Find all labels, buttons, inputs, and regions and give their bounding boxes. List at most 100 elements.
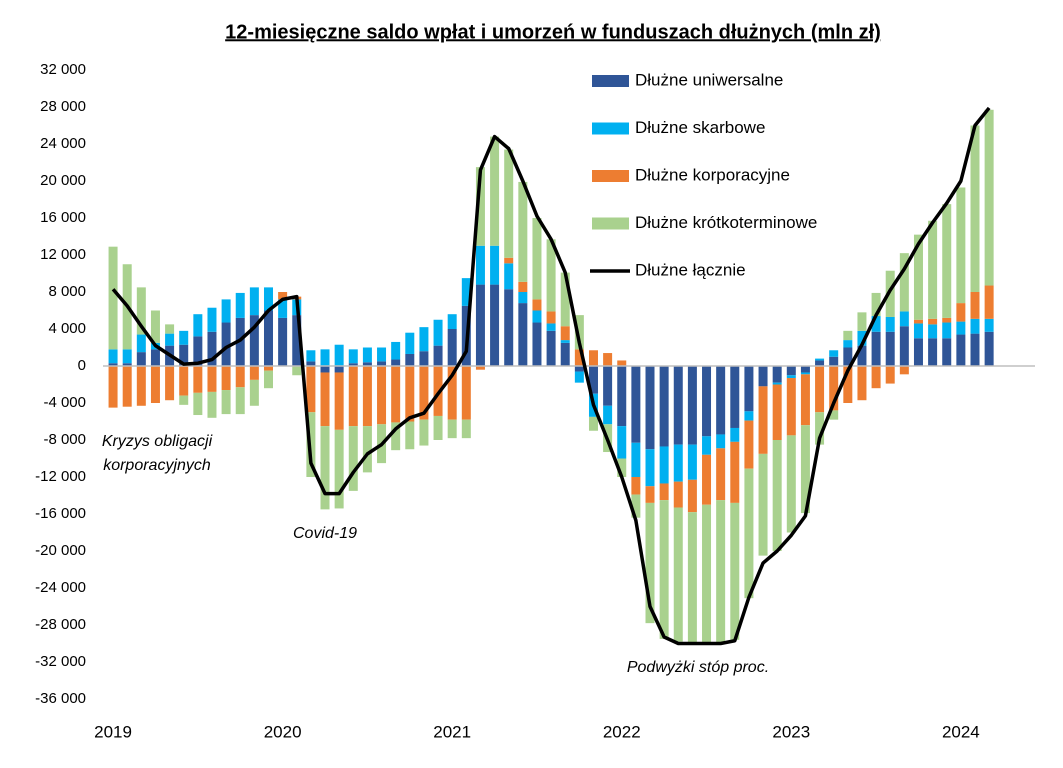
bar	[546, 311, 556, 324]
legend-swatch	[592, 217, 629, 230]
y-tick-label: -12 000	[35, 468, 86, 485]
bar	[546, 330, 556, 366]
bar	[786, 375, 796, 379]
bar	[490, 245, 500, 285]
bar	[574, 366, 584, 372]
bar	[490, 284, 500, 366]
bar	[546, 323, 556, 331]
bar	[108, 366, 118, 408]
bar	[899, 253, 909, 312]
bar	[306, 350, 316, 362]
bar	[546, 239, 556, 312]
bar	[970, 292, 980, 319]
bar	[956, 187, 966, 304]
y-tick-label: 4 000	[48, 320, 86, 337]
bar	[645, 486, 655, 503]
bar	[490, 136, 500, 246]
bar	[659, 483, 669, 501]
bar	[617, 458, 627, 477]
bar	[730, 366, 740, 428]
bar	[348, 349, 358, 364]
bar	[843, 347, 853, 366]
bar	[108, 246, 118, 350]
bar	[885, 316, 895, 332]
bar	[150, 366, 160, 403]
bar	[702, 436, 712, 455]
bar	[405, 421, 415, 450]
bar	[136, 352, 146, 366]
annotation: Covid-19	[293, 525, 357, 542]
bar	[716, 366, 726, 435]
bar	[235, 292, 245, 318]
bar	[362, 362, 372, 366]
bar	[786, 366, 796, 376]
bar	[560, 342, 570, 366]
y-tick-label: 12 000	[40, 246, 86, 263]
x-tick-label: 2020	[264, 722, 302, 741]
bar	[292, 366, 302, 376]
bar	[221, 390, 231, 415]
bar	[603, 405, 613, 425]
bar	[928, 220, 938, 319]
bar	[532, 299, 542, 311]
bar	[235, 366, 245, 388]
bar	[913, 338, 923, 366]
bar	[857, 345, 867, 366]
bar	[447, 329, 457, 366]
bar	[984, 331, 994, 366]
bar	[391, 359, 401, 366]
bar	[278, 317, 288, 366]
bar	[249, 366, 259, 380]
bar	[292, 315, 302, 366]
bar	[928, 324, 938, 339]
bar	[588, 416, 598, 431]
bar	[603, 353, 613, 366]
bar	[913, 234, 923, 320]
bar	[857, 312, 867, 331]
bar	[716, 448, 726, 501]
bar	[207, 366, 217, 392]
legend-label: Dłużne krótkoterminowe	[635, 213, 817, 232]
bar	[829, 350, 839, 357]
bar	[843, 366, 853, 403]
legend-swatch	[592, 170, 629, 182]
bar	[758, 386, 768, 454]
bar	[320, 426, 330, 510]
bar	[645, 366, 655, 450]
bar	[758, 453, 768, 556]
annotation: Podwyżki stóp proc.	[627, 659, 769, 676]
bar	[518, 303, 528, 366]
bar	[207, 331, 217, 366]
y-tick-label: 28 000	[40, 98, 86, 115]
bar	[730, 427, 740, 442]
bar	[786, 378, 796, 436]
bar	[744, 366, 754, 412]
bar	[263, 370, 273, 389]
bar	[419, 327, 429, 352]
bar	[405, 353, 415, 366]
bar	[857, 366, 867, 401]
bar	[574, 349, 584, 366]
bar	[150, 310, 160, 343]
bar	[588, 366, 598, 394]
bar	[391, 341, 401, 360]
bar	[193, 366, 203, 393]
bar	[475, 284, 485, 366]
bar	[899, 326, 909, 366]
bar	[447, 314, 457, 329]
bar	[800, 374, 810, 426]
bar	[475, 366, 485, 370]
bar	[136, 366, 146, 406]
x-tick-label: 2024	[942, 722, 980, 741]
y-tick-label: -16 000	[35, 505, 86, 522]
bar	[334, 372, 344, 430]
bar	[928, 338, 938, 366]
bar	[984, 109, 994, 286]
bar	[532, 322, 542, 366]
bar	[221, 299, 231, 323]
bar	[659, 446, 669, 484]
bar	[235, 387, 245, 415]
bar	[829, 366, 839, 411]
bar	[278, 299, 288, 318]
bar	[108, 349, 118, 364]
